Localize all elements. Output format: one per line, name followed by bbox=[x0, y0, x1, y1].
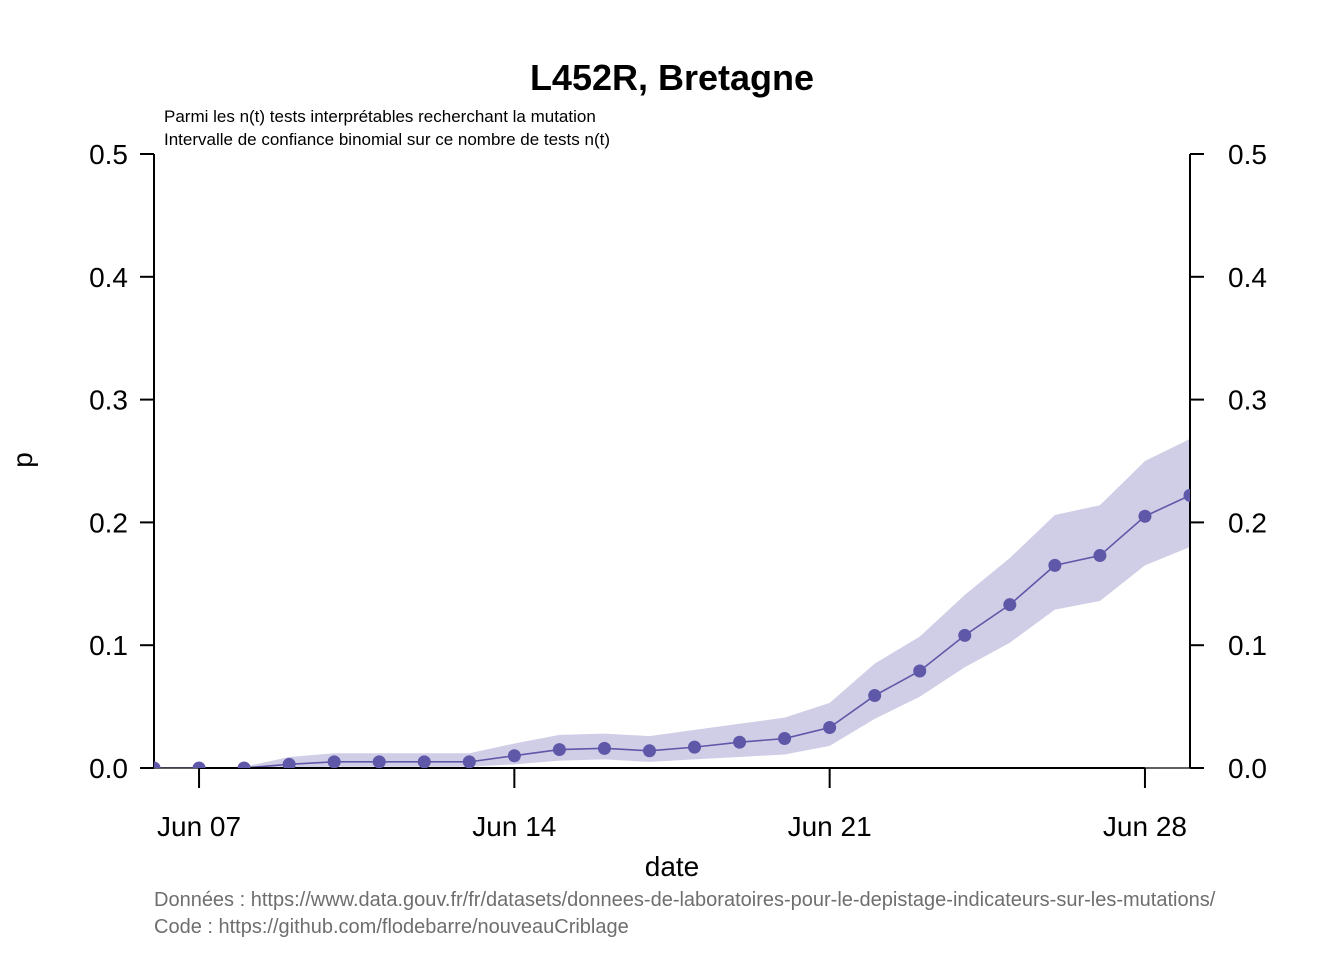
y-tick-label-left: 0.3 bbox=[89, 385, 128, 416]
y-tick-label-right: 0.3 bbox=[1228, 385, 1267, 416]
data-point bbox=[733, 735, 747, 749]
x-tick-label: Jun 28 bbox=[1103, 811, 1187, 842]
data-point bbox=[688, 740, 702, 754]
data-point bbox=[1048, 558, 1062, 572]
y-tick-label-right: 0.4 bbox=[1228, 262, 1267, 293]
y-tick-label-right: 0.2 bbox=[1228, 507, 1267, 538]
data-point bbox=[642, 744, 656, 758]
series-points-layer bbox=[154, 488, 1190, 768]
data-point bbox=[282, 757, 296, 768]
data-point bbox=[913, 664, 927, 678]
code-source-credit: Code : https://github.com/flodebarre/nou… bbox=[154, 916, 629, 938]
chart-title: L452R, Bretagne bbox=[530, 57, 814, 98]
data-point bbox=[1093, 549, 1107, 563]
y-tick-label-left: 0.4 bbox=[89, 262, 128, 293]
x-tick-label: Jun 14 bbox=[472, 811, 556, 842]
y-tick-label-left: 0.5 bbox=[89, 139, 128, 170]
data-point bbox=[507, 749, 521, 763]
data-point bbox=[154, 761, 161, 768]
confidence-band-layer bbox=[154, 438, 1190, 768]
chart-subtitle-line-2: Intervalle de confiance binomial sur ce … bbox=[164, 130, 610, 149]
x-axis-label: date bbox=[645, 851, 700, 882]
series-line-layer bbox=[154, 494, 1190, 768]
data-point bbox=[372, 755, 386, 768]
y-tick-label-right: 0.0 bbox=[1228, 753, 1267, 784]
y-axis-label: p bbox=[7, 452, 38, 468]
axes: 0.0 0.0 0.1 0.1 0.2 0.2 0.3 0.3 0.4 0.4 0.5 0.5 Jun … bbox=[89, 139, 1267, 842]
y-tick-label-left: 0.1 bbox=[89, 630, 128, 661]
data-point bbox=[462, 755, 476, 768]
series-line bbox=[154, 494, 1190, 768]
x-tick-label: Jun 21 bbox=[788, 811, 872, 842]
confidence-band bbox=[154, 438, 1190, 768]
data-point bbox=[1003, 598, 1017, 612]
data-point bbox=[597, 741, 611, 755]
data-point bbox=[778, 732, 792, 746]
data-point bbox=[552, 743, 566, 757]
y-tick-label-left: 0.0 bbox=[89, 753, 128, 784]
data-point bbox=[237, 761, 251, 768]
data-point bbox=[327, 755, 341, 768]
x-tick-label: Jun 07 bbox=[157, 811, 241, 842]
data-source-credit: Données : https://www.data.gouv.fr/fr/da… bbox=[154, 889, 1216, 911]
y-tick-label-right: 0.1 bbox=[1228, 630, 1267, 661]
data-point bbox=[1138, 509, 1152, 523]
data-point bbox=[868, 689, 882, 703]
y-tick-label-left: 0.2 bbox=[89, 507, 128, 538]
chart-subtitle-line-1: Parmi les n(t) tests interprétables rech… bbox=[164, 107, 596, 126]
y-tick-label-right: 0.5 bbox=[1228, 139, 1267, 170]
data-point bbox=[1183, 488, 1190, 502]
data-point bbox=[192, 761, 206, 768]
data-point bbox=[417, 755, 431, 768]
data-point bbox=[823, 720, 837, 734]
data-point bbox=[958, 628, 972, 642]
